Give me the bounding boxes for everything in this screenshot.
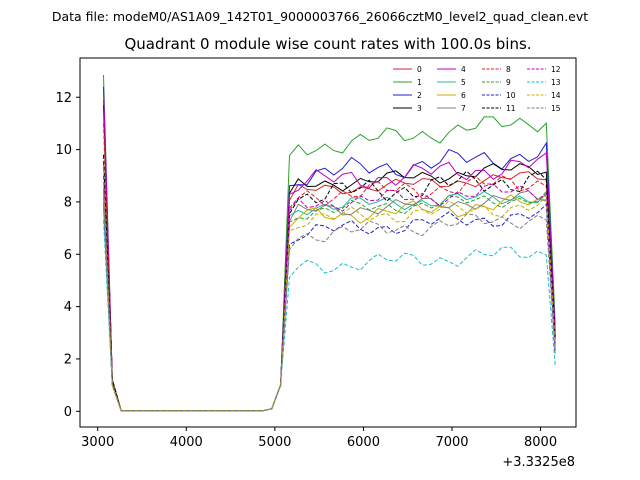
y-tick-label: 12	[55, 91, 72, 106]
y-tick-label: 10	[55, 143, 72, 158]
x-axis: 3000 4000 5000 6000 7000 8000	[81, 427, 557, 450]
legend-label-2: 2	[417, 91, 422, 100]
legend-label-8: 8	[506, 65, 511, 74]
x-tick-label: 7000	[435, 435, 468, 450]
series-line-4	[103, 89, 556, 412]
legend-label-14: 14	[551, 91, 561, 100]
legend-label-6: 6	[461, 91, 466, 100]
legend-label-11: 11	[506, 104, 516, 113]
series-line-2	[103, 86, 556, 412]
chart-title: Quadrant 0 module wise count rates with …	[124, 35, 531, 53]
legend-label-3: 3	[417, 104, 422, 113]
x-tick-label: 4000	[170, 435, 203, 450]
legend-label-4: 4	[461, 65, 466, 74]
legend-label-13: 13	[551, 78, 561, 87]
x-tick-label: 8000	[524, 435, 557, 450]
series-line-3	[103, 105, 556, 412]
legend-label-5: 5	[461, 78, 466, 87]
y-tick-label: 0	[64, 405, 72, 420]
series-line-5	[103, 190, 556, 412]
series-line-15	[103, 188, 556, 412]
x-tick-label: 5000	[258, 435, 291, 450]
series-line-6	[103, 194, 556, 412]
y-tick-label: 6	[64, 248, 72, 263]
series-line-0	[103, 99, 556, 412]
legend-label-9: 9	[506, 78, 511, 87]
series-line-8	[103, 123, 556, 412]
legend-label-0: 0	[417, 65, 422, 74]
series-line-1	[103, 74, 556, 412]
legend-label-1: 1	[417, 78, 422, 87]
x-tick-label: 6000	[347, 435, 380, 450]
legend-label-12: 12	[551, 65, 561, 74]
plot-lines	[103, 74, 556, 412]
y-axis: 0 2 4 6 8 10 12	[55, 91, 80, 420]
series-line-13	[103, 220, 556, 412]
series-line-7	[103, 190, 556, 412]
y-tick-label: 8	[64, 195, 72, 210]
series-line-12	[103, 175, 556, 412]
x-offset-label: +3.3325e8	[502, 455, 575, 470]
y-tick-label: 4	[64, 300, 72, 315]
figure-suptitle: Data file: modeM0/AS1A09_142T01_90000037…	[52, 9, 588, 24]
plot-frame	[79, 57, 577, 428]
legend-label-15: 15	[551, 104, 561, 113]
series-line-10	[103, 191, 556, 412]
legend-label-10: 10	[506, 91, 516, 100]
x-tick-label: 3000	[81, 435, 114, 450]
legend-label-7: 7	[461, 104, 466, 113]
y-tick-label: 2	[64, 352, 72, 367]
series-line-14	[103, 186, 556, 412]
